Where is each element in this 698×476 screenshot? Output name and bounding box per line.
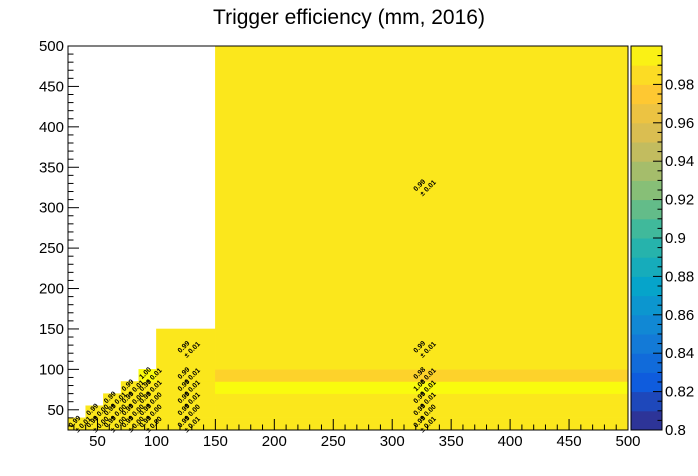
y-tick-label: 350 [39, 159, 64, 176]
colorbar-tick-label: 0.98 [665, 76, 694, 93]
colorbar-tick-label: 0.96 [665, 115, 694, 132]
heatmap-cells [67, 45, 629, 431]
x-tick-label: 100 [144, 433, 169, 450]
plot-frame [67, 45, 629, 431]
x-tick-label: 250 [321, 433, 346, 450]
colorbar-segment [631, 161, 662, 181]
colorbar-segment [631, 314, 662, 335]
colorbar-tick-label: 0.94 [665, 153, 694, 170]
colorbar-segment [631, 257, 662, 277]
colorbar-segment [631, 180, 662, 201]
y-tick-label: 450 [39, 78, 64, 95]
y-tick-label: 150 [39, 321, 64, 338]
y-tick-label: 400 [39, 119, 64, 136]
colorbar-tick-label: 0.92 [665, 192, 694, 209]
chart-title: Trigger efficiency (mm, 2016) [213, 6, 485, 29]
colorbar-segment [631, 46, 662, 66]
y-tick-label: 250 [39, 240, 64, 257]
colorbar-tick-label: 0.82 [665, 384, 694, 401]
colorbar-segment [631, 122, 662, 143]
x-tick-label: 50 [89, 433, 106, 450]
color-scale-bar: 0.8 0.82 0.84 0.86 0.88 0.9 0.92 0.94 0.96 0.98 [630, 45, 694, 439]
y-tick-label: 100 [39, 361, 64, 378]
colorbar-segment [631, 372, 662, 393]
x-tick-label: 400 [498, 433, 523, 450]
colorbar-tick-label: 0.9 [665, 230, 686, 247]
x-tick-label: 350 [439, 433, 464, 450]
colorbar-tick-label: 0.86 [665, 307, 694, 324]
heatmap-cell [215, 328, 629, 370]
y-tick-label: 300 [39, 200, 64, 217]
colorbar-segment [631, 295, 662, 316]
x-tick-label: 500 [615, 433, 640, 450]
y-tick-label: 500 [39, 38, 64, 55]
colorbar-segment [631, 199, 662, 220]
heatmap-cell [215, 45, 629, 330]
x-tick-label: 200 [262, 433, 287, 450]
colorbar-segment [631, 238, 662, 258]
colorbar-segment [631, 218, 662, 239]
x-tick-label: 300 [380, 433, 405, 450]
colorbar-tick-label: 0.88 [665, 268, 694, 285]
colorbar-segment [631, 103, 662, 124]
colorbar-segment [631, 410, 662, 431]
colorbar-segment [631, 142, 662, 162]
y-tick-label: 200 [39, 281, 64, 298]
x-tick-label: 450 [557, 433, 582, 450]
y-axis: 50 100 150 200 250 300 350 400 450 500 [39, 38, 79, 427]
colorbar-tick-label: 0.84 [665, 345, 694, 362]
y-tick-label: 50 [47, 402, 64, 419]
x-tick-label: 150 [203, 433, 228, 450]
colorbar-segment [631, 391, 662, 412]
x-axis: 50 100 150 200 250 300 350 400 450 500 [73, 419, 641, 450]
colorbar-segment [631, 334, 662, 354]
colorbar-tick-label: 0.8 [665, 422, 686, 439]
colorbar-segment [631, 65, 662, 85]
colorbar-segment [631, 276, 662, 297]
colorbar-segment [631, 84, 662, 105]
colorbar-segment [631, 353, 662, 373]
heatmap-cell [156, 328, 216, 370]
